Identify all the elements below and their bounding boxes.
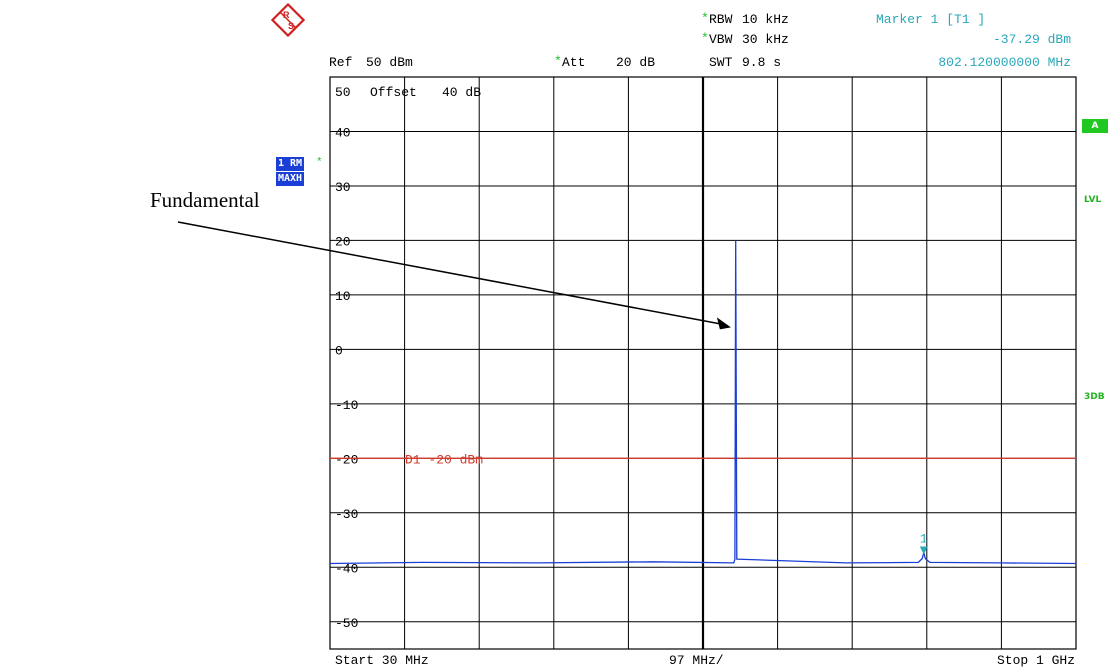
- swt-label: SWT: [709, 55, 733, 70]
- annotation-arrowhead: [716, 317, 731, 330]
- y-tick-label: 20: [335, 234, 351, 249]
- y-tick-label: 40: [335, 125, 351, 140]
- rbw-star: *: [701, 11, 709, 26]
- y-tick-label: 30: [335, 180, 351, 195]
- start-frequency: Start 30 MHz: [335, 653, 429, 668]
- ref-label: Ref: [329, 55, 353, 70]
- marker-1-label: 1: [920, 532, 928, 547]
- status-badge-3db: 3DB: [1084, 392, 1105, 402]
- swt-value: 9.8 s: [742, 55, 782, 70]
- att-value: 20 dB: [616, 55, 656, 70]
- annotation-arrow-line: [177, 221, 724, 326]
- rbw-label: RBW: [709, 12, 733, 27]
- marker-frequency: 802.120000000 MHz: [938, 55, 1071, 70]
- trace-detector-badge: MAXH: [276, 172, 305, 186]
- y-tick-label: -40: [335, 561, 358, 576]
- frequency-per-division: 97 MHz/: [669, 653, 724, 668]
- vbw-value: 30 kHz: [742, 32, 789, 47]
- trace-badge-star: *: [316, 157, 323, 169]
- att-star: *: [554, 54, 562, 69]
- y-tick-label: -30: [335, 507, 358, 522]
- spectrum-trace: [329, 240, 1077, 565]
- trace-mode-badge: 1 RM: [276, 157, 305, 171]
- y-tick-label: 0: [335, 343, 343, 358]
- ref-value: 50 dBm: [366, 55, 413, 70]
- vbw-star: *: [701, 31, 709, 46]
- marker-level: -37.29 dBm: [992, 32, 1071, 47]
- y-tick-label: -10: [335, 398, 358, 413]
- marker-title: Marker 1 [T1 ]: [876, 12, 986, 27]
- vbw-label: VBW: [709, 32, 733, 47]
- y-tick-label: 50: [335, 85, 351, 100]
- offset-label: Offset: [370, 85, 417, 100]
- rbw-value: 10 kHz: [742, 12, 789, 27]
- y-tick-label: -20: [335, 452, 358, 467]
- status-badge-a: A: [1082, 119, 1108, 133]
- offset-value: 40 dB: [442, 85, 481, 100]
- display-line-label: D1 -20 dBm: [405, 452, 483, 467]
- y-tick-label: -50: [335, 616, 358, 631]
- marker-1-triangle: [919, 546, 928, 555]
- y-tick-label: 10: [335, 289, 351, 304]
- stop-frequency: Stop 1 GHz: [996, 653, 1075, 668]
- status-badge-lvl: LVL: [1084, 195, 1102, 205]
- att-label: Att: [562, 55, 586, 70]
- fundamental-annotation: Fundamental: [150, 188, 260, 212]
